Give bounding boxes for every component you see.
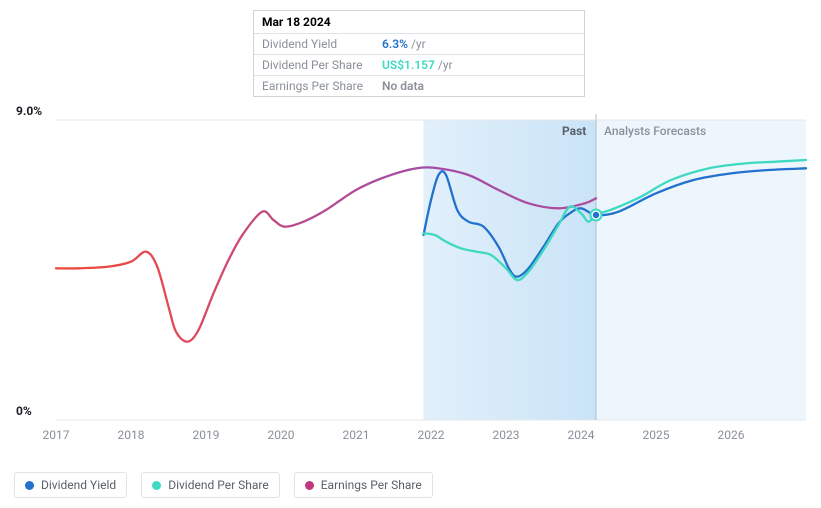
tooltip-date: Mar 18 2024	[254, 11, 584, 34]
tooltip-metric-label: Dividend Per Share	[262, 58, 382, 72]
x-axis-label: 2024	[568, 428, 595, 442]
legend-label: Earnings Per Share	[321, 478, 422, 492]
tooltip-metric-unit: /yr	[411, 37, 426, 51]
hover-marker-dot	[593, 212, 599, 218]
forecast-label: Analysts Forecasts	[604, 124, 706, 138]
x-axis-label: 2023	[493, 428, 520, 442]
legend-dot	[152, 481, 161, 490]
tooltip-metric-label: Earnings Per Share	[262, 79, 382, 93]
x-axis-label: 2020	[268, 428, 295, 442]
legend-label: Dividend Yield	[41, 478, 116, 492]
x-axis-label: 2017	[43, 428, 70, 442]
x-axis-label: 2025	[643, 428, 670, 442]
forecast-region	[596, 120, 806, 420]
x-axis-label: 2026	[718, 428, 745, 442]
tooltip-metric-value: US$1.157	[382, 58, 435, 72]
y-axis-label: 0%	[16, 404, 32, 418]
tooltip-row: Dividend Yield6.3%/yr	[254, 34, 584, 55]
legend-label: Dividend Per Share	[168, 478, 269, 492]
chart-legend: Dividend Yield Dividend Per Share Earnings…	[14, 472, 433, 498]
chart-svg	[10, 100, 810, 430]
tooltip-metric-value: 6.3%	[382, 37, 408, 51]
hover-tooltip: Mar 18 2024 Dividend Yield6.3%/yrDividen…	[253, 10, 585, 97]
legend-item[interactable]: Earnings Per Share	[294, 472, 433, 498]
tooltip-metric-label: Dividend Yield	[262, 37, 382, 51]
x-axis-label: 2019	[193, 428, 220, 442]
x-axis-label: 2021	[343, 428, 370, 442]
y-axis-label: 9.0%	[16, 104, 42, 118]
tooltip-rows: Dividend Yield6.3%/yrDividend Per ShareU…	[254, 34, 584, 96]
x-axis-label: 2018	[118, 428, 145, 442]
tooltip-row: Dividend Per ShareUS$1.157/yr	[254, 55, 584, 76]
x-axis-label: 2022	[418, 428, 445, 442]
past-label: Past	[562, 124, 586, 138]
legend-item[interactable]: Dividend Yield	[14, 472, 127, 498]
legend-dot	[25, 481, 34, 490]
dividend-chart[interactable]: 9.0%0%2017201820192020202120222023202420…	[10, 100, 810, 430]
tooltip-metric-unit: /yr	[438, 58, 453, 72]
legend-dot	[305, 481, 314, 490]
tooltip-metric-value: No data	[382, 79, 424, 93]
tooltip-row: Earnings Per ShareNo data	[254, 76, 584, 96]
legend-item[interactable]: Dividend Per Share	[141, 472, 280, 498]
